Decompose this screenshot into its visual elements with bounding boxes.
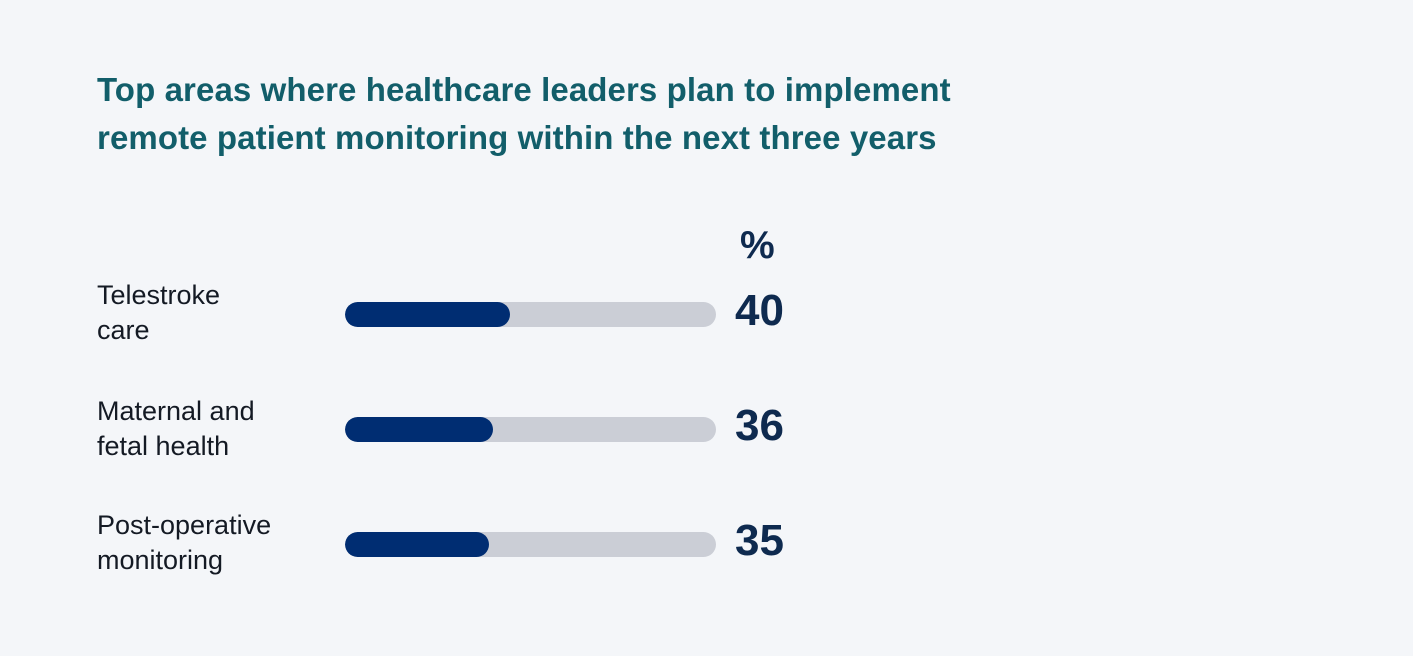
bar-value-label: 35 (735, 516, 784, 565)
category-label: Maternal and fetal health (97, 394, 327, 464)
bar-track (345, 302, 716, 327)
bar-fill (345, 532, 490, 557)
bar-row-post-operative: Post-operative monitoring 35 (0, 508, 1413, 588)
bar-fill (345, 302, 510, 327)
category-label: Telestroke care (97, 278, 327, 348)
category-label: Post-operative monitoring (97, 508, 327, 578)
chart-title: Top areas where healthcare leaders plan … (97, 66, 1097, 162)
chart-title-line-2: remote patient monitoring within the nex… (97, 119, 937, 156)
bar-track (345, 417, 716, 442)
category-label-line: Telestroke (97, 280, 221, 310)
category-label-line: monitoring (97, 545, 224, 575)
category-label-line: care (97, 315, 150, 345)
bar-value-label: 40 (735, 286, 784, 335)
bar-value-label: 36 (735, 401, 784, 450)
unit-label: % (740, 224, 775, 267)
category-label-line: Maternal and (97, 396, 255, 426)
bar-track (345, 532, 716, 557)
bar-fill (345, 417, 494, 442)
category-label-line: Post-operative (97, 510, 272, 540)
chart-title-line-1: Top areas where healthcare leaders plan … (97, 71, 951, 108)
bar-row-maternal: Maternal and fetal health 36 (0, 394, 1413, 474)
category-label-line: fetal health (97, 431, 230, 461)
bar-row-telestroke: Telestroke care 40 (0, 278, 1413, 358)
